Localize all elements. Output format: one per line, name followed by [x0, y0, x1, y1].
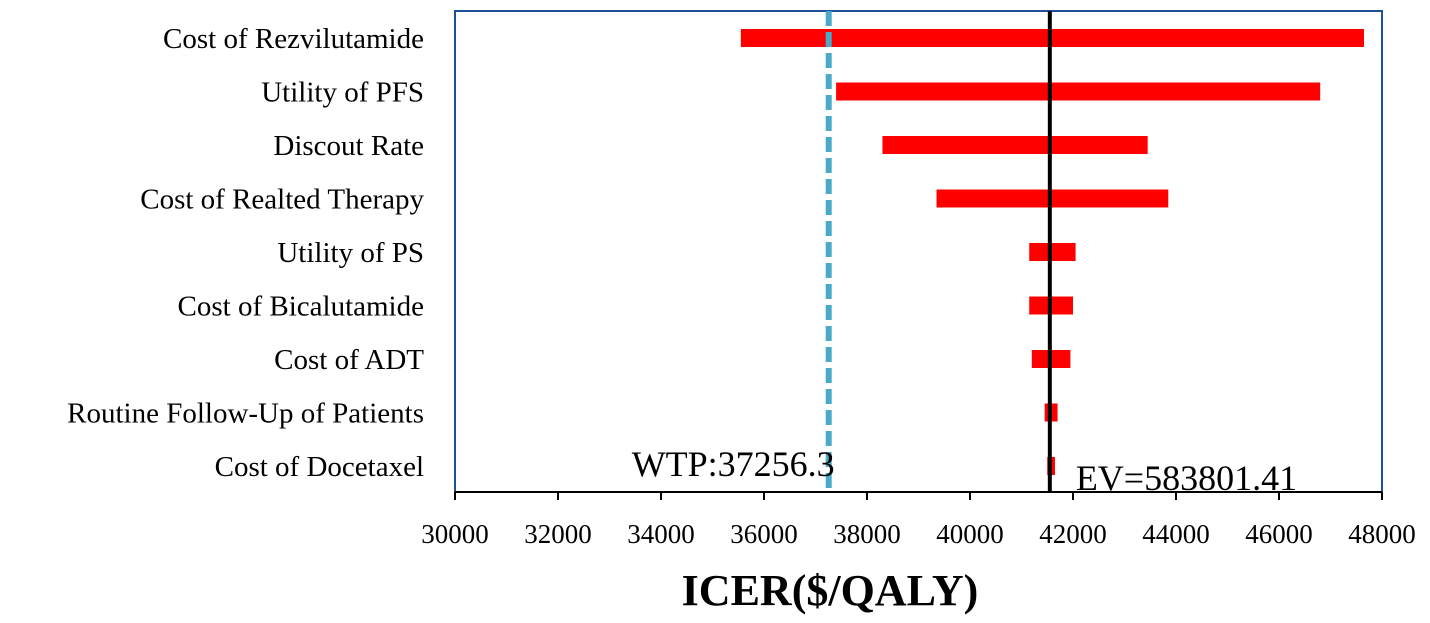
ev-label: EV=583801.41	[1076, 458, 1297, 498]
x-tick-label-1: 30000	[421, 519, 489, 549]
reference-lines: WTP:37256.3 EV=583801.41	[632, 11, 1297, 498]
category-label-6: Cost of Bicalutamide	[178, 291, 424, 323]
bars-group	[740, 29, 1364, 475]
category-labels: Cost of Rezvilutamide Utility of PFS Disco…	[67, 23, 424, 483]
category-label-9: Cost of Docetaxel	[215, 451, 424, 483]
wtp-label: WTP:37256.3	[632, 444, 835, 484]
x-tick-label-5: 38000	[833, 519, 901, 549]
x-tick-label-2: 32000	[524, 519, 592, 549]
bar-2	[836, 82, 1321, 101]
category-label-8: Routine Follow-Up of Patients	[67, 398, 424, 430]
x-tick-label-9: 46000	[1245, 519, 1313, 549]
x-tick-label-8: 44000	[1142, 519, 1210, 549]
category-label-4: Cost of Realted Therapy	[140, 184, 424, 216]
x-tick-labels: 30000 32000 34000 36000 38000 40000 42000 44000…	[421, 519, 1416, 549]
bar-1	[740, 29, 1364, 47]
bar-3	[882, 136, 1148, 154]
x-tick-label-6: 40000	[936, 519, 1004, 549]
category-label-3: Discout Rate	[273, 130, 424, 162]
x-tick-label-10: 48000	[1348, 519, 1416, 549]
category-label-2: Utility of PFS	[261, 77, 424, 109]
x-tick-label-3: 34000	[627, 519, 695, 549]
bar-5	[1029, 243, 1076, 261]
category-label-5: Utility of PS	[277, 237, 424, 269]
x-tick-label-4: 36000	[730, 519, 798, 549]
x-tick-label-7: 42000	[1039, 519, 1107, 549]
x-axis	[454, 491, 1383, 500]
category-label-7: Cost of ADT	[274, 344, 424, 376]
category-label-1: Cost of Rezvilutamide	[163, 23, 424, 55]
bar-4	[936, 189, 1169, 208]
x-axis-title: ICER($/QALY)	[682, 566, 979, 615]
